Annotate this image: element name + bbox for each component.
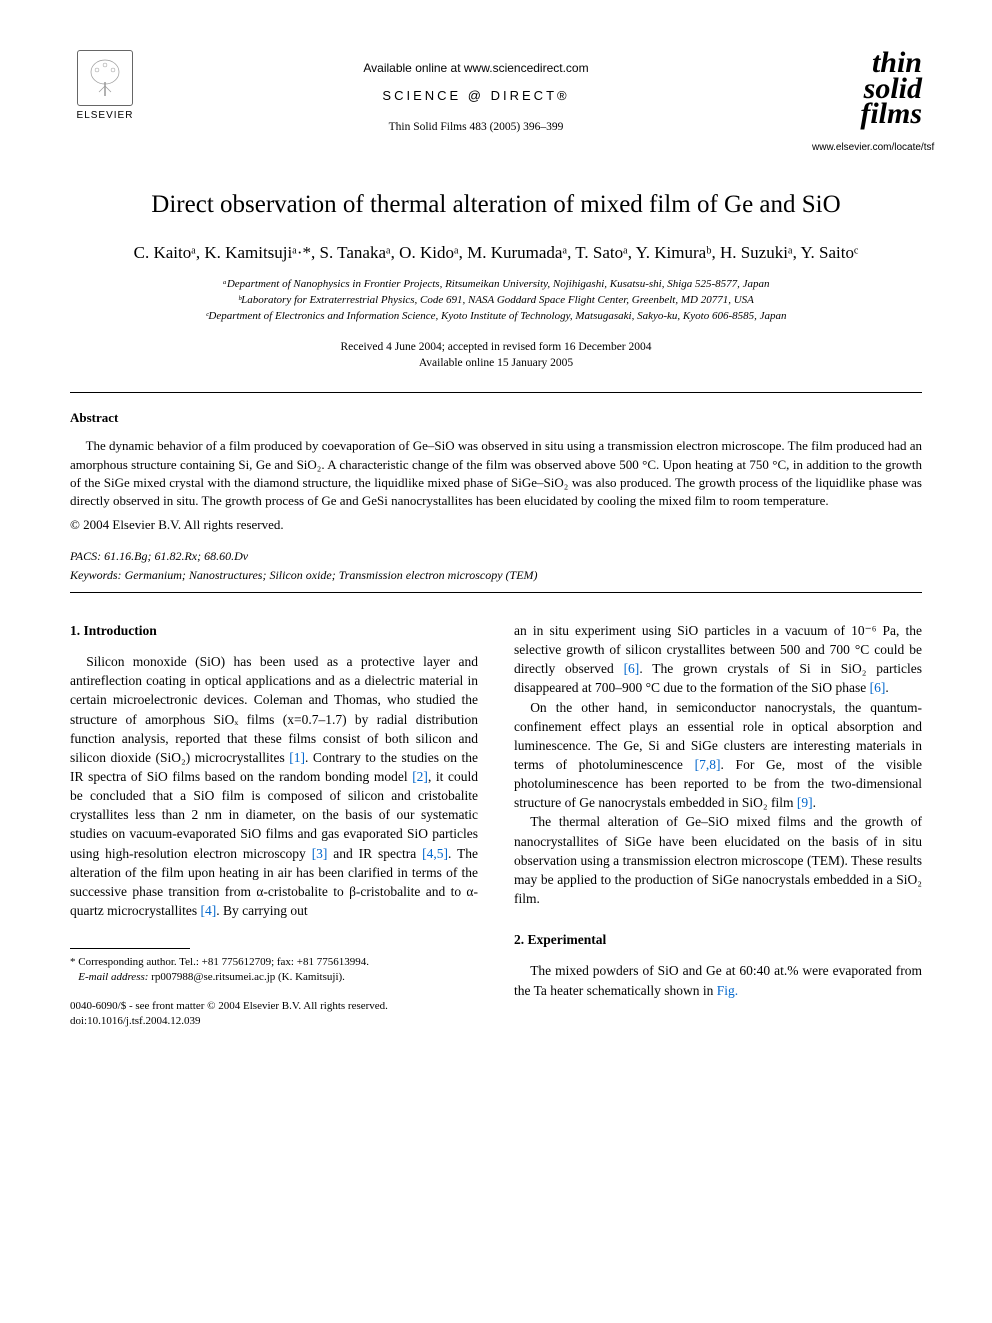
body-columns: 1. Introduction Silicon monoxide (SiO) h…: [70, 621, 922, 1029]
ref-9[interactable]: [9]: [797, 795, 813, 810]
intro-paragraph-3: On the other hand, in semiconductor nano…: [514, 698, 922, 813]
received-date: Received 4 June 2004; accepted in revise…: [70, 339, 922, 356]
front-matter-line: 0040-6090/$ - see front matter © 2004 El…: [70, 1000, 388, 1012]
journal-locate-url: www.elsevier.com/locate/tsf: [812, 141, 922, 155]
doi-block: 0040-6090/$ - see front matter © 2004 El…: [70, 999, 478, 1029]
journal-citation: Thin Solid Films 483 (2005) 396–399: [140, 119, 812, 135]
footnote-corr: * Corresponding author. Tel.: +81 775612…: [70, 956, 369, 968]
experimental-paragraph-1: The mixed powders of SiO and Ge at 60:40…: [514, 961, 922, 999]
footnote-rule: [70, 948, 190, 949]
email-address: rp007988@se.ritsumei.ac.jp: [151, 971, 275, 983]
divider: [70, 392, 922, 393]
email-label: E-mail address:: [78, 971, 148, 983]
sciencedirect-logo: SCIENCE @ DIRECT®: [140, 87, 812, 105]
pacs-line: PACS: 61.16.Bg; 61.82.Rx; 68.60.Dv: [70, 548, 922, 565]
online-date: Available online 15 January 2005: [70, 355, 922, 372]
ref-2[interactable]: [2]: [412, 769, 428, 784]
ref-6b[interactable]: [6]: [870, 680, 886, 695]
ref-1[interactable]: [1]: [289, 750, 305, 765]
intro-paragraph-1: Silicon monoxide (SiO) has been used as …: [70, 652, 478, 920]
affiliation-c: ᶜDepartment of Electronics and Informati…: [70, 309, 922, 325]
corresponding-author-footnote: * Corresponding author. Tel.: +81 775612…: [70, 955, 478, 985]
abstract-heading: Abstract: [70, 409, 922, 427]
doi-line: doi:10.1016/j.tsf.2004.12.039: [70, 1015, 200, 1027]
divider: [70, 592, 922, 593]
affiliation-b: ᵇLaboratory for Extraterrestrial Physics…: [70, 293, 922, 309]
article-title: Direct observation of thermal alteration…: [70, 187, 922, 222]
affiliation-a: ᵃDepartment of Nanophysics in Frontier P…: [70, 277, 922, 293]
affiliations: ᵃDepartment of Nanophysics in Frontier P…: [70, 277, 922, 325]
section-1-heading: 1. Introduction: [70, 621, 478, 640]
left-column: 1. Introduction Silicon monoxide (SiO) h…: [70, 621, 478, 1029]
ref-7-8[interactable]: [7,8]: [695, 757, 721, 772]
article-dates: Received 4 June 2004; accepted in revise…: [70, 339, 922, 372]
elsevier-logo: ELSEVIER: [70, 50, 140, 130]
journal-header: ELSEVIER Available online at www.science…: [70, 50, 922, 155]
email-tail: (K. Kamitsuji).: [278, 971, 345, 983]
journal-brand-logo: thin solid films www.elsevier.com/locate…: [812, 50, 922, 155]
ref-6[interactable]: [6]: [624, 661, 640, 676]
right-column: an in situ experiment using SiO particle…: [514, 621, 922, 1029]
ref-3[interactable]: [3]: [312, 846, 328, 861]
fig-ref[interactable]: Fig.: [717, 983, 738, 998]
keywords-value: Germanium; Nanostructures; Silicon oxide…: [125, 568, 538, 582]
keywords-label: Keywords:: [70, 568, 122, 582]
elsevier-tree-icon: [77, 50, 133, 106]
section-2-heading: 2. Experimental: [514, 930, 922, 949]
elsevier-wordmark: ELSEVIER: [77, 109, 134, 123]
intro-paragraph-4: The thermal alteration of Ge–SiO mixed f…: [514, 812, 922, 908]
tsf-line3: films: [812, 101, 922, 127]
intro-paragraph-2: an in situ experiment using SiO particle…: [514, 621, 922, 698]
header-center: Available online at www.sciencedirect.co…: [140, 50, 812, 135]
pacs-label: PACS:: [70, 549, 101, 563]
keywords-line: Keywords: Germanium; Nanostructures; Sil…: [70, 567, 922, 584]
available-online-text: Available online at www.sciencedirect.co…: [140, 60, 812, 77]
ref-4[interactable]: [4]: [200, 903, 216, 918]
ref-4-5[interactable]: [4,5]: [422, 846, 448, 861]
authors-list: C. Kaitoᵃ, K. Kamitsujiᵃ·*, S. Tanakaᵃ, …: [70, 240, 922, 266]
pacs-value: 61.16.Bg; 61.82.Rx; 68.60.Dv: [104, 549, 248, 563]
abstract-body: The dynamic behavior of a film produced …: [70, 437, 922, 510]
copyright: © 2004 Elsevier B.V. All rights reserved…: [70, 516, 922, 534]
